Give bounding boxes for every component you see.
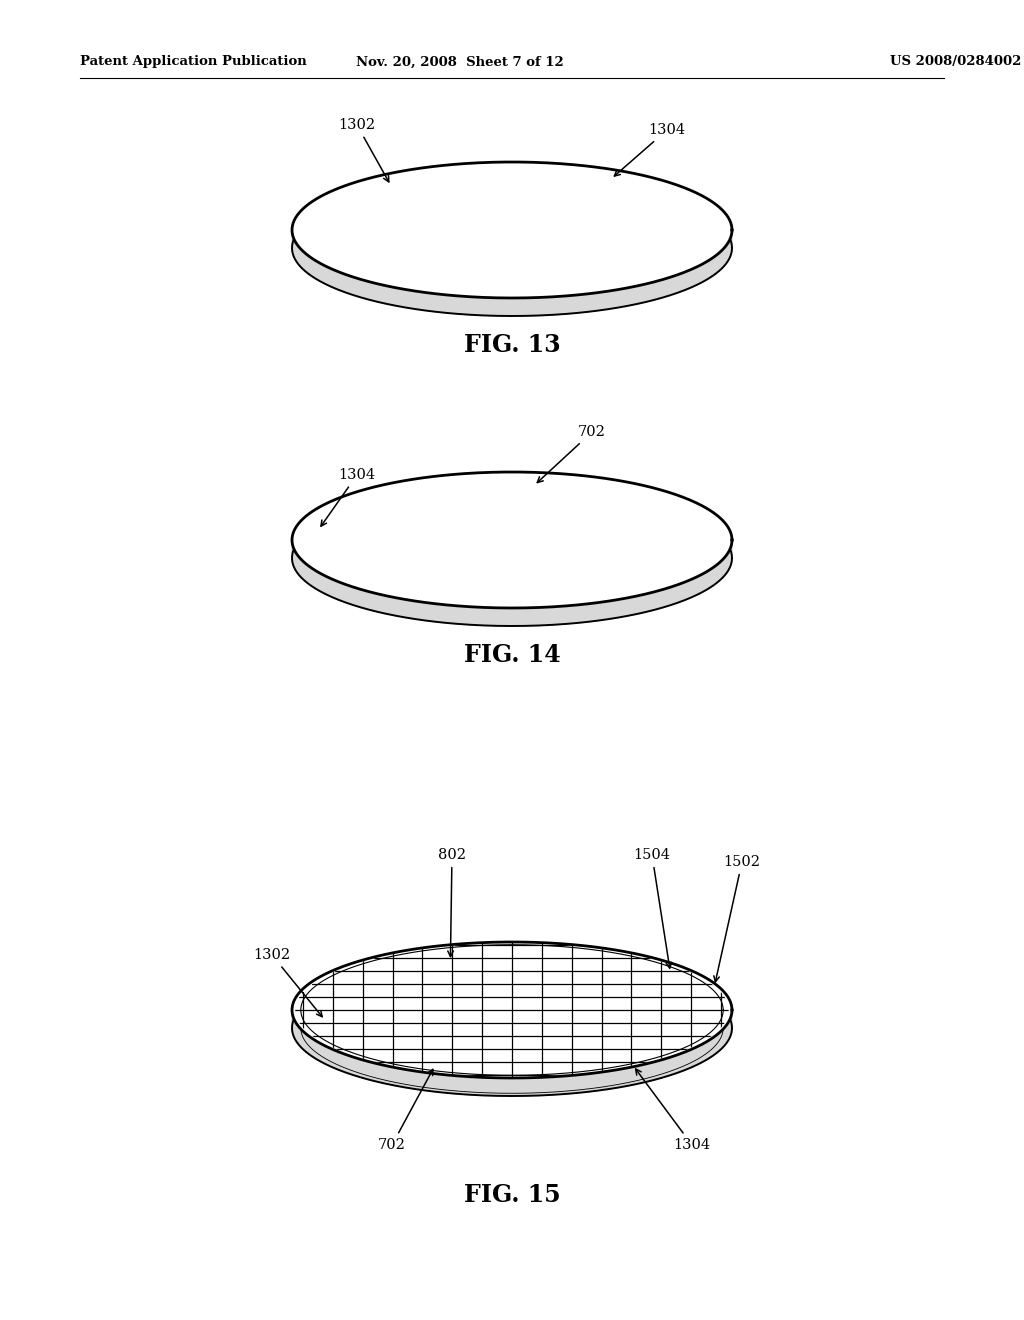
Text: 1504: 1504 [634, 847, 672, 968]
Polygon shape [292, 540, 732, 626]
Text: FIG. 13: FIG. 13 [464, 333, 560, 356]
Text: 1304: 1304 [614, 123, 685, 176]
Polygon shape [292, 1010, 732, 1096]
Polygon shape [292, 162, 732, 298]
Text: 1302: 1302 [253, 948, 323, 1016]
Text: 1302: 1302 [339, 117, 389, 182]
Text: 1304: 1304 [636, 1069, 711, 1152]
Text: US 2008/0284002 A1: US 2008/0284002 A1 [890, 55, 1024, 69]
Text: 802: 802 [438, 847, 466, 957]
Text: FIG. 14: FIG. 14 [464, 643, 560, 667]
Text: 1304: 1304 [321, 469, 376, 527]
Text: Patent Application Publication: Patent Application Publication [80, 55, 307, 69]
Polygon shape [292, 473, 732, 609]
Text: 702: 702 [378, 1069, 433, 1152]
Text: 702: 702 [538, 425, 606, 483]
Polygon shape [292, 942, 732, 1078]
Text: Nov. 20, 2008  Sheet 7 of 12: Nov. 20, 2008 Sheet 7 of 12 [356, 55, 564, 69]
Text: 1502: 1502 [714, 855, 761, 982]
Text: FIG. 15: FIG. 15 [464, 1183, 560, 1206]
Polygon shape [292, 230, 732, 315]
